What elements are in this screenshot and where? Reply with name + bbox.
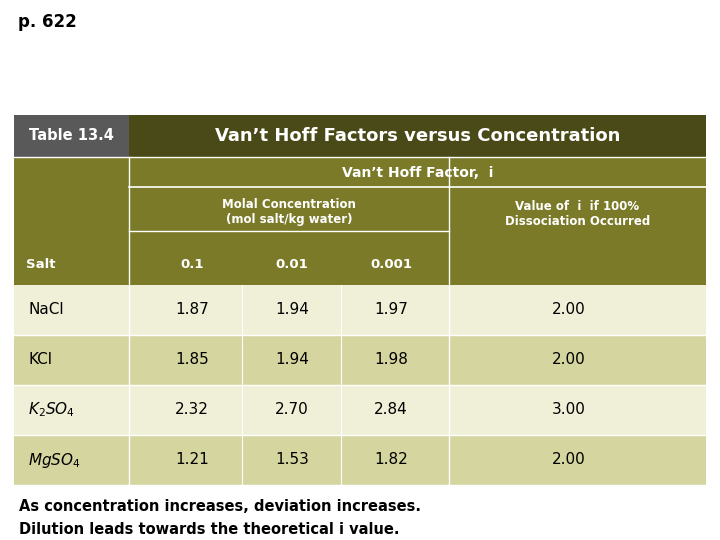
Text: 0.01: 0.01 [276,259,308,272]
Text: 3.00: 3.00 [552,402,586,417]
Text: 1.82: 1.82 [374,453,408,468]
Text: 1.94: 1.94 [275,353,309,368]
Text: Value of  i  if 100%
Dissociation Occurred: Value of i if 100% Dissociation Occurred [505,200,650,228]
Text: p. 622: p. 622 [18,13,77,31]
FancyBboxPatch shape [14,335,706,385]
Text: 2.32: 2.32 [175,402,209,417]
FancyBboxPatch shape [14,285,706,335]
FancyBboxPatch shape [14,115,129,157]
Text: 2.84: 2.84 [374,402,408,417]
Text: 0.1: 0.1 [180,259,204,272]
Text: Van’t Hoff Factors versus Concentration: Van’t Hoff Factors versus Concentration [215,127,620,145]
Text: $K_2SO_4$: $K_2SO_4$ [28,401,75,420]
Text: KCl: KCl [28,353,52,368]
Text: 2.70: 2.70 [275,402,309,417]
Text: Molal Concentration
(mol salt/kg water): Molal Concentration (mol salt/kg water) [222,198,356,226]
Text: 2.00: 2.00 [552,353,586,368]
Text: As concentration increases, deviation increases.: As concentration increases, deviation in… [19,499,421,514]
FancyBboxPatch shape [14,157,706,285]
Text: 2.00: 2.00 [552,453,586,468]
Text: 1.94: 1.94 [275,302,309,318]
Text: Van’t Hoff Factor,  i: Van’t Hoff Factor, i [342,166,493,180]
Text: 1.97: 1.97 [374,302,408,318]
Text: Table 13.4: Table 13.4 [29,129,114,144]
Text: 1.98: 1.98 [374,353,408,368]
Text: $MgSO_4$: $MgSO_4$ [28,450,81,469]
Text: 2.00: 2.00 [552,302,586,318]
Text: 1.21: 1.21 [175,453,209,468]
FancyBboxPatch shape [14,435,706,485]
Text: 0.001: 0.001 [370,259,412,272]
FancyBboxPatch shape [14,115,706,157]
Text: 1.53: 1.53 [275,453,309,468]
Text: NaCl: NaCl [28,302,63,318]
Text: 1.85: 1.85 [175,353,209,368]
Text: 1.87: 1.87 [175,302,209,318]
Text: Salt: Salt [26,259,55,272]
FancyBboxPatch shape [14,385,706,435]
Text: Dilution leads towards the theoretical i value.: Dilution leads towards the theoretical i… [19,522,400,537]
